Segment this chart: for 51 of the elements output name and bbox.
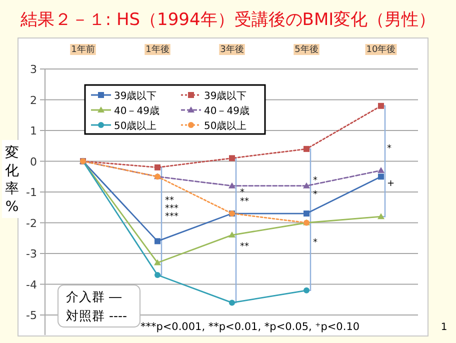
point [154,272,160,278]
text: ***p<0.001, **p<0.01, *p<0.05, ⁺p<0.10 [140,321,360,333]
annotation: 介入群 ― [66,289,122,304]
point [229,155,235,162]
chart-title: 結果２－１: HS（1994年）受講後のBMI変化（男性） [19,10,436,30]
annotation: * [240,188,245,198]
x-tick-label: 1年前 [71,44,95,55]
point [154,259,161,266]
x-tick-label: 5年後 [294,44,318,55]
legend-label: 50歳以上 [114,120,157,132]
annotation: * [313,176,318,186]
y-tick-label: 0 [30,155,37,168]
point [154,238,160,244]
point [378,166,384,173]
y-tick-label: -2 [26,216,37,230]
point [228,232,236,238]
annotation: * [387,144,392,154]
y-tick-label: 3 [30,63,37,76]
x-tick-label: 3年後 [220,44,244,55]
point [154,164,160,170]
annotation: * [313,190,318,200]
point [304,146,310,152]
point [228,182,236,188]
point [304,210,310,217]
point [303,182,310,188]
annotation: *** [165,212,179,222]
x-tick-label: 1年後 [146,44,170,55]
legend-label: 39歳以下 [204,90,247,102]
y-tick-label: 1 [30,124,37,138]
y-tick-label: 2 [30,94,37,107]
annotation: 対照群 ---- [66,308,128,323]
annotation: + [387,179,395,189]
point [229,300,235,306]
legend-label: 40－49歳 [114,105,160,117]
annotation: ** [240,197,250,207]
x-tick-label: 10年後 [366,44,396,55]
point [304,287,310,294]
point [378,102,384,109]
y-tick-label: -5 [26,309,37,322]
annotation: ** [240,242,250,252]
y-tick-label: -4 [26,278,37,292]
point [378,213,384,220]
text: 1 [440,322,448,333]
legend-label: 39歳以下 [114,90,157,102]
point [378,174,384,180]
legend-label: 50歳以上 [204,120,247,132]
y-tick-label: -1 [26,186,37,199]
y-tick-label: -3 [26,248,37,260]
legend-label: 40－49歳 [204,105,250,117]
y-axis-title: 変化率% [5,145,19,215]
annotation: * [313,238,318,248]
